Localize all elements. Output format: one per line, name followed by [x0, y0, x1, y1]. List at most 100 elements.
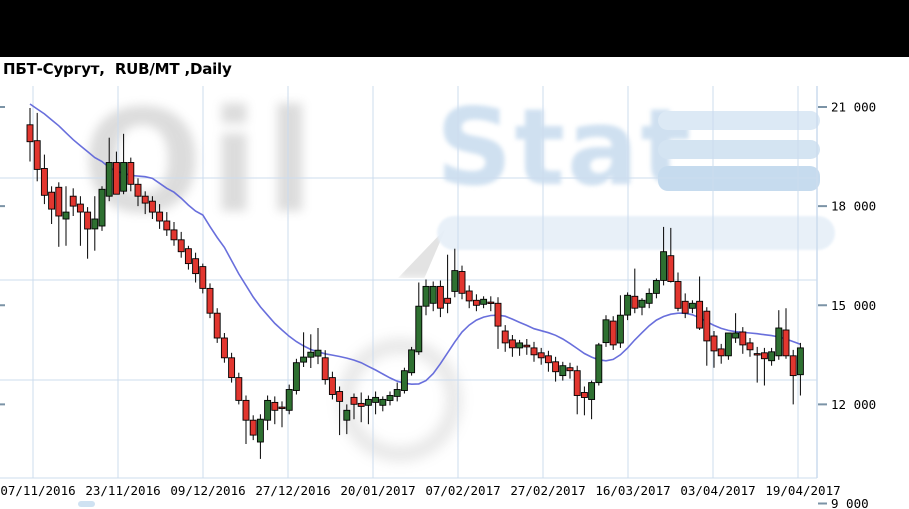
- candle-body: [134, 183, 142, 197]
- candle-body: [184, 248, 192, 265]
- candle-body: [328, 377, 336, 395]
- candle-body: [84, 211, 92, 230]
- candle-body: [458, 271, 466, 294]
- candle-body: [703, 310, 711, 342]
- candle-body: [580, 392, 588, 398]
- candle-body: [249, 419, 257, 436]
- candle-body: [364, 398, 372, 406]
- candle-body: [631, 295, 639, 309]
- candle-body: [199, 266, 207, 289]
- candle-body: [624, 294, 632, 316]
- y-axis-label: 9 000: [831, 496, 869, 509]
- candle-body: [235, 377, 243, 401]
- candle-body: [314, 349, 322, 357]
- candle-body: [667, 255, 675, 282]
- y-axis-label: 18 000: [831, 199, 876, 214]
- candle-body: [33, 140, 41, 170]
- candle-body: [422, 285, 430, 307]
- candle-body: [436, 285, 444, 309]
- candle-body: [451, 270, 459, 292]
- candle-body: [192, 258, 200, 275]
- candle-body: [796, 347, 804, 376]
- candle-body: [300, 356, 308, 363]
- candle-body: [177, 239, 185, 253]
- candle-body: [530, 347, 538, 356]
- candle-body: [48, 191, 56, 210]
- candle-body: [163, 220, 171, 231]
- candle-body: [696, 300, 704, 329]
- candle-body: [760, 352, 768, 360]
- candle-body: [537, 352, 545, 359]
- candle-body: [559, 365, 567, 377]
- candle-body: [357, 402, 365, 407]
- candle-body: [156, 211, 164, 222]
- candle-body: [69, 195, 77, 207]
- candle-body: [775, 327, 783, 357]
- top-black-bar: [0, 0, 909, 57]
- candle-body: [638, 299, 646, 308]
- candle-body: [285, 389, 293, 411]
- candle-body: [717, 348, 725, 357]
- candle-body: [271, 401, 279, 411]
- candle-body: [372, 396, 380, 403]
- y-axis-label: 15 000: [831, 298, 876, 313]
- candle-body: [343, 409, 351, 421]
- candle-body: [444, 297, 452, 304]
- candle-body: [652, 280, 660, 294]
- candle-body: [544, 355, 552, 364]
- candle-body: [264, 399, 272, 421]
- candle-body: [552, 361, 560, 373]
- candle-body: [523, 344, 531, 348]
- candle-body: [62, 211, 70, 220]
- candle-body: [220, 337, 228, 359]
- candle-body: [681, 300, 689, 314]
- candle-body: [753, 353, 761, 356]
- candle-body: [768, 351, 776, 362]
- candle-body: [40, 168, 48, 196]
- candle-body: [256, 418, 264, 443]
- x-axis-label: 03/04/2017: [680, 483, 755, 498]
- x-axis-label: 20/01/2017: [340, 483, 415, 498]
- candle-body: [487, 301, 495, 304]
- candle-body: [379, 398, 387, 406]
- candle-body: [573, 370, 581, 396]
- candle-body: [91, 218, 99, 230]
- candle-body: [76, 203, 84, 213]
- candle-body: [472, 299, 480, 306]
- candle-body: [645, 292, 653, 304]
- candle-body: [516, 342, 524, 349]
- candle-body: [616, 314, 624, 344]
- candle-body: [660, 251, 668, 281]
- candle-body: [494, 302, 502, 327]
- candle-body: [746, 342, 754, 351]
- page-title: ПБТ-Сургут, RUB/MT ,Daily: [3, 60, 232, 78]
- candle-body: [292, 362, 300, 391]
- x-axis-label: 07/11/2016: [0, 483, 75, 498]
- moving-average-line: [29, 103, 801, 386]
- candle-body: [228, 357, 236, 379]
- candle-body: [400, 370, 408, 391]
- candle-body: [408, 349, 416, 374]
- x-axis-label: 16/03/2017: [595, 483, 670, 498]
- candle-body: [710, 335, 718, 352]
- x-axis-label: 27/12/2016: [255, 483, 330, 498]
- candle-body: [278, 406, 286, 409]
- candle-body: [732, 332, 740, 339]
- candle-body: [480, 298, 488, 305]
- candle-body: [465, 290, 473, 302]
- candle-body: [415, 305, 423, 353]
- x-axis-label: 23/11/2016: [85, 483, 160, 498]
- candle-body: [739, 331, 747, 346]
- candle-body: [674, 281, 682, 309]
- candle-body: [501, 330, 509, 344]
- candle-body: [595, 344, 603, 384]
- candle-body: [429, 285, 437, 304]
- x-axis-label: 27/02/2017: [510, 483, 585, 498]
- candle-body: [105, 162, 113, 197]
- candle-body: [206, 287, 214, 314]
- candle-body: [602, 319, 610, 344]
- x-axis-label: 19/04/2017: [765, 483, 840, 498]
- candle-body: [724, 332, 732, 357]
